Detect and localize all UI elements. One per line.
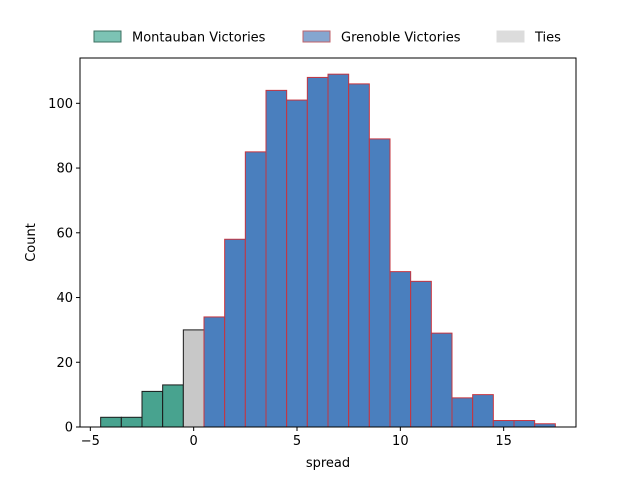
legend-label: Grenoble Victories <box>341 31 461 46</box>
legend-swatch <box>302 30 331 43</box>
y-tick-label: 40 <box>56 291 73 306</box>
histogram-bar <box>100 416 122 428</box>
histogram-bar <box>327 73 350 428</box>
legend-swatch <box>93 30 122 43</box>
x-axis-label: spread <box>306 456 350 471</box>
histogram-bar <box>306 76 329 428</box>
y-tick-label: 0 <box>65 421 73 436</box>
histogram-bar <box>472 394 494 428</box>
legend-label: Montauban Victories <box>132 31 266 46</box>
histogram-bar <box>203 316 226 428</box>
y-axis: 0 20 40 60 80 100 <box>48 97 80 436</box>
legend-swatch <box>496 30 525 43</box>
histogram-bar <box>244 151 267 428</box>
y-tick-label: 80 <box>56 162 73 177</box>
x-tick-label: 0 <box>190 434 198 449</box>
x-tick-label: −5 <box>81 434 100 449</box>
histogram-bar <box>389 271 412 428</box>
histogram-bar <box>410 280 432 428</box>
histogram-bar <box>182 329 205 428</box>
y-tick-label: 20 <box>56 356 73 371</box>
x-axis: −5 0 5 10 15 <box>81 427 512 449</box>
y-axis-label: Count <box>24 223 39 262</box>
histogram-bar <box>451 397 474 428</box>
bars-layer <box>100 73 556 428</box>
histogram-bar <box>162 384 184 428</box>
y-tick-label: 60 <box>56 226 73 241</box>
histogram-bar <box>120 416 143 428</box>
legend-label: Ties <box>534 31 561 46</box>
histogram-bar <box>141 390 164 428</box>
histogram-bar <box>368 138 391 428</box>
histogram-bar <box>265 89 288 428</box>
histogram-bar <box>513 420 536 428</box>
histogram-bar <box>348 83 370 428</box>
histogram-bar <box>492 420 515 428</box>
plot-frame <box>79 57 577 428</box>
histogram-bar <box>430 332 453 428</box>
x-tick-label: 5 <box>293 434 301 449</box>
legend: Montauban Victories Grenoble Victories Tie… <box>93 30 561 46</box>
histogram-bar <box>224 238 246 428</box>
y-tick-label: 100 <box>48 97 73 112</box>
x-tick-label: 15 <box>495 434 512 449</box>
histogram-bar <box>286 99 308 428</box>
x-tick-label: 10 <box>392 434 409 449</box>
